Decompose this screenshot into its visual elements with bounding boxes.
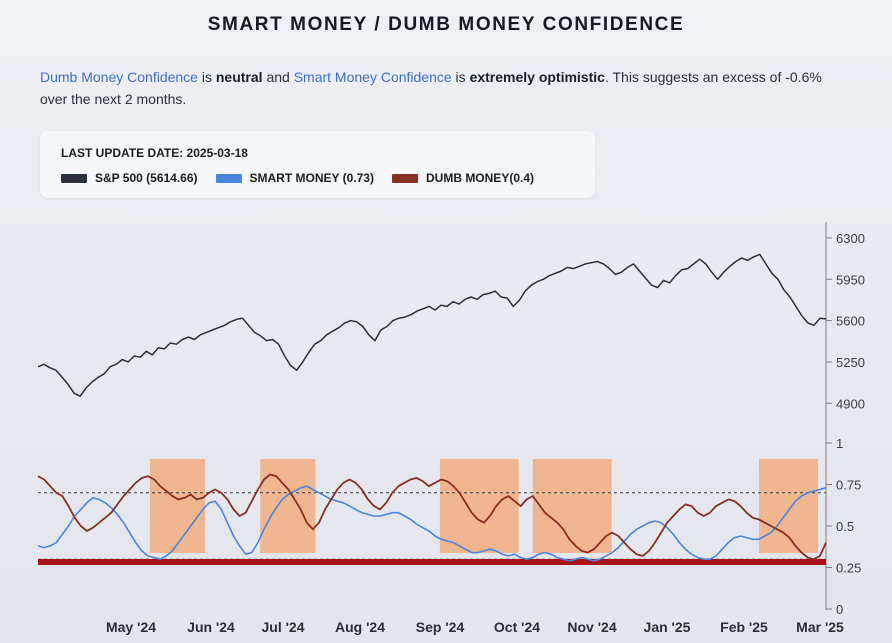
- legend-smart-money[interactable]: SMART MONEY (0.73): [215, 171, 374, 185]
- confidence-tick-label-3: 0.75: [836, 478, 861, 493]
- x-tick-label-7: Jan '25: [644, 619, 691, 635]
- dumb-money-link[interactable]: Dumb Money Confidence: [40, 69, 198, 85]
- summary-text: Dumb Money Confidence is neutral and Sma…: [40, 66, 840, 110]
- x-tick-label-8: Feb '25: [720, 619, 768, 635]
- price-tick-label-2: 5600: [836, 314, 865, 329]
- desc-text-1: is: [197, 69, 216, 85]
- dumb-money-line: [37, 473, 827, 561]
- confidence-tick-label-0: 0: [836, 602, 843, 617]
- x-tick-label-9: Mar '25: [796, 619, 844, 635]
- highlight-region-1: [149, 459, 206, 553]
- highlight-region-3: [439, 459, 519, 553]
- price-tick-label-4: 6300: [836, 231, 865, 246]
- x-tick-label-0: May '24: [106, 619, 156, 635]
- x-tick-label-6: Nov '24: [567, 619, 616, 635]
- baseline-band: [38, 559, 826, 565]
- legend-dumb-money[interactable]: DUMB MONEY(0.4): [391, 171, 534, 185]
- x-tick-label-4: Sep '24: [416, 619, 465, 635]
- dumb-money-swatch-icon: [391, 173, 418, 183]
- smart-money-swatch-icon: [215, 173, 242, 183]
- x-tick-label-2: Jul '24: [261, 619, 304, 635]
- sp500-line: [37, 253, 827, 397]
- x-tick-label-1: Jun '24: [187, 619, 235, 635]
- last-update-date: LAST UPDATE DATE: 2025-03-18: [61, 146, 248, 160]
- desc-text-2: and: [262, 69, 294, 85]
- legend-items: S&P 500 (5614.66) SMART MONEY (0.73) DUM…: [61, 171, 534, 185]
- highlight-region-2: [260, 459, 316, 553]
- x-tick-label-3: Aug '24: [335, 619, 385, 635]
- confidence-tick-label-2: 0.5: [836, 519, 854, 534]
- price-tick-label-0: 4900: [836, 396, 865, 411]
- x-tick-label-5: Oct '24: [494, 619, 540, 635]
- chart-title: SMART MONEY / DUMB MONEY CONFIDENCE: [207, 14, 685, 35]
- highlight-region-4: [532, 459, 612, 553]
- desc-text-3: is: [451, 69, 470, 85]
- desc-text-4: . This suggests an excess of -0.6% over …: [40, 69, 822, 107]
- smart-money-line: [37, 485, 827, 562]
- dumb-money-status: neutral: [215, 69, 263, 85]
- confidence-tick-label-1: 0.25: [836, 561, 861, 576]
- confidence-tick-label-4: 1: [836, 436, 843, 451]
- legend-panel: LAST UPDATE DATE: 2025-03-18 S&P 500 (56…: [40, 131, 595, 198]
- price-tick-label-1: 5250: [836, 355, 865, 370]
- legend-sp500-label: S&P 500 (5614.66): [95, 171, 198, 185]
- smart-money-status: extremely optimistic: [469, 69, 605, 85]
- legend-sp500[interactable]: S&P 500 (5614.66): [61, 171, 198, 185]
- sp500-swatch-icon: [61, 173, 87, 183]
- smart-money-link[interactable]: Smart Money Confidence: [293, 69, 452, 85]
- price-tick-label-3: 5950: [836, 272, 865, 287]
- legend-dumb-money-label: DUMB MONEY(0.4): [425, 171, 534, 185]
- highlight-region-5: [759, 459, 819, 553]
- legend-smart-money-label: SMART MONEY (0.73): [249, 171, 374, 185]
